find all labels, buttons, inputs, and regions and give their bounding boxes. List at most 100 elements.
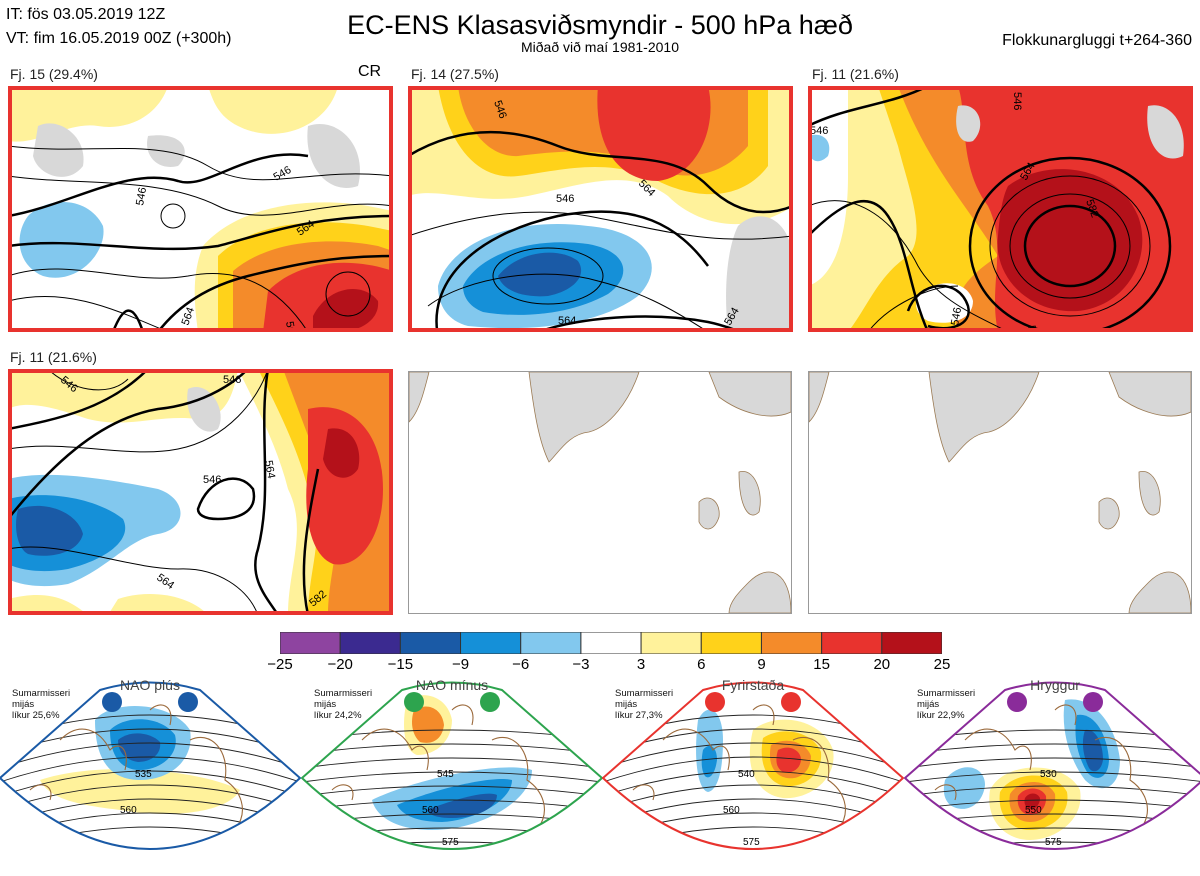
contour-label: 546: [556, 193, 574, 205]
colorbar-bin: [399, 631, 462, 655]
contour-label: 564: [283, 320, 298, 332]
height-contour: [302, 799, 602, 811]
contour-label: 546: [491, 99, 509, 120]
colorbar-tick-label: −15: [387, 656, 414, 673]
colorbar-tick-label: −3: [572, 656, 590, 673]
coastline: [331, 704, 545, 831]
regime-marker: [404, 692, 424, 712]
regime-likelihood: líkur 27,3%: [615, 710, 663, 721]
colorbar-bin: [339, 631, 401, 655]
regime-contour-label: 575: [1045, 837, 1062, 848]
regime-contour-label: 560: [422, 805, 439, 816]
colorbar-bin: [580, 631, 642, 655]
colorbar-bin: [700, 631, 762, 655]
height-contour: [603, 756, 903, 783]
anomaly-shade: [701, 745, 717, 778]
colorbar-bin: [760, 631, 823, 655]
regime-info: Sumarmisseri mijás líkur 24,2%: [314, 688, 372, 721]
anomaly-shade: [412, 706, 444, 743]
height-contour: [0, 742, 300, 769]
regime-metric: mijás: [917, 699, 940, 710]
contour-label: 564: [558, 315, 576, 327]
colorbar-tick-label: 9: [757, 656, 766, 673]
colorbar-tick-label: −9: [451, 656, 470, 673]
regime-contour-label: 545: [437, 769, 454, 780]
panel-1-label: Fj. 15 (29.4%): [10, 66, 98, 82]
colorbar-tick-label: −6: [512, 656, 530, 673]
colorbar-bin: [460, 631, 522, 655]
anomaly-shade: [943, 767, 985, 809]
regime-contour-label: 550: [1025, 805, 1042, 816]
regime-marker: [480, 692, 500, 712]
regime-metric: mijás: [615, 699, 638, 710]
colorbar-tick-label: 15: [813, 656, 830, 673]
colorbar-tick-label: 3: [636, 656, 646, 673]
regime-marker: [1007, 692, 1027, 712]
valid-time: VT: fim 16.05.2019 00Z (+300h): [6, 30, 232, 47]
height-contour: [0, 756, 300, 783]
regime-name: NAO plús: [120, 677, 180, 693]
colorbar-tick-label: 25: [933, 656, 951, 673]
anomaly-shade: [427, 793, 497, 818]
colorbar-bin: [640, 631, 702, 655]
anomaly-shade: [776, 747, 801, 773]
regime-likelihood: líkur 25,6%: [12, 710, 60, 721]
page-subtitle: Miðað við maí 1981-2010: [521, 39, 679, 55]
coastline: [934, 704, 1148, 831]
colorbar-tick-label: −20: [327, 656, 353, 673]
regime-contour-label: 540: [738, 769, 755, 780]
issue-time: IT: fös 03.05.2019 12Z: [6, 6, 166, 23]
contour-label: 582: [1083, 198, 1101, 219]
regime-metric: mijás: [12, 699, 35, 710]
regime-name: NAO mínus: [415, 677, 489, 693]
regime-season: Sumarmisseri: [314, 688, 373, 699]
cluster-map-1[interactable]: 546 546 564 564 564: [8, 86, 393, 332]
colorbar-bin: [821, 631, 883, 655]
cluster-map-3[interactable]: 546 564 582 546 564 546: [808, 86, 1193, 332]
regime-border: [601, 681, 905, 850]
height-contour: [905, 785, 1200, 797]
panel-2-label: Fj. 14 (27.5%): [411, 66, 499, 82]
regime-contour-label: 560: [120, 805, 137, 816]
colorbar-bin: [279, 631, 341, 655]
colorbar-tick-label: −25: [267, 656, 293, 673]
cluster-map-2[interactable]: 546 546 564 564 564: [408, 86, 793, 332]
height-contour: [302, 743, 602, 755]
colorbar-bin: [881, 631, 943, 655]
regime-fan: 530 550 575: [903, 681, 1200, 850]
regime-marker: [178, 692, 198, 712]
height-contour: [603, 742, 903, 769]
regime-marker: [781, 692, 801, 712]
contour-label: 564: [262, 459, 277, 479]
regime-likelihood: líkur 24,2%: [314, 710, 362, 721]
regime-marker: [1083, 692, 1103, 712]
regime-contour-label: 535: [135, 769, 152, 780]
regime-season: Sumarmisseri: [12, 688, 71, 699]
colorbar-tick-label: 6: [697, 656, 706, 673]
regime-metric: mijás: [314, 699, 337, 710]
height-contour: [905, 799, 1200, 811]
height-contour: [603, 784, 903, 811]
panel-4-label: Fj. 11 (21.6%): [10, 349, 97, 365]
page-title: EC-ENS Klasasviðsmyndir - 500 hPa hæð: [347, 10, 853, 40]
colorbar-bin: [520, 631, 582, 655]
coastline: [29, 704, 243, 831]
empty-map-5: [408, 371, 792, 614]
contour-label: 546: [134, 186, 149, 206]
regime-border: [0, 681, 302, 850]
cluster-map-4[interactable]: 546 546 546 564 564 582: [8, 369, 393, 615]
height-contour: [302, 757, 602, 769]
height-contour: [905, 757, 1200, 769]
height-contour: [302, 785, 602, 797]
regime-season: Sumarmisseri: [917, 688, 976, 699]
regime-name: Hryggur: [1030, 677, 1080, 693]
height-contour: [905, 771, 1200, 783]
panel-3-label: Fj. 11 (21.6%): [812, 66, 899, 82]
regime-border: [300, 681, 604, 850]
contour-label: 546: [949, 306, 964, 326]
regime-contour-label: 575: [743, 837, 760, 848]
regime-fan: 535 560: [0, 681, 302, 850]
coastline: [632, 704, 846, 831]
regime-marker: [705, 692, 725, 712]
anomaly-shade: [1024, 793, 1040, 809]
